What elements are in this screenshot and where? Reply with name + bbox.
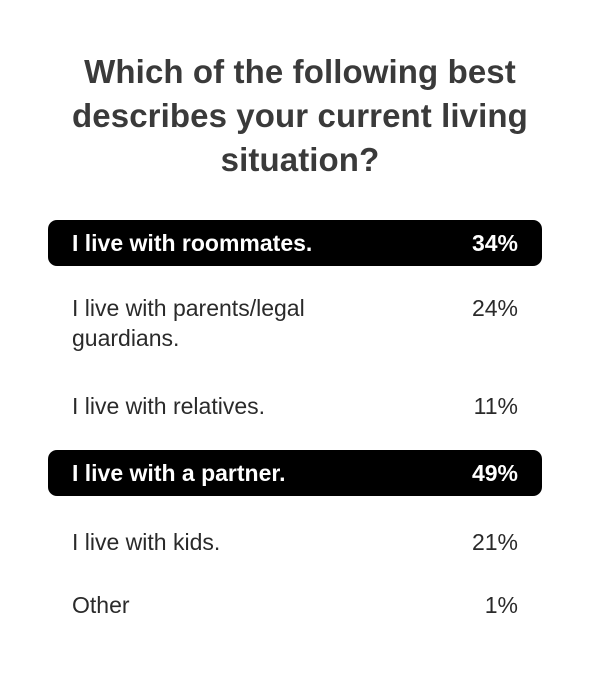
poll-option-other[interactable]: Other 1% — [48, 590, 542, 620]
option-label: Other — [72, 592, 130, 618]
option-percent: 49% — [471, 460, 518, 486]
poll-option-kids[interactable]: I live with kids. 21% — [48, 527, 542, 557]
option-percent: 34% — [471, 230, 518, 256]
poll-option-relatives[interactable]: I live with relatives. 11% — [48, 391, 542, 421]
option-label: I live with a partner. — [72, 460, 286, 486]
option-label: I live with relatives. — [72, 393, 266, 419]
option-percent: 21% — [471, 529, 518, 555]
option-percent: 1% — [484, 592, 518, 618]
option-percent: 24% — [471, 295, 518, 321]
option-label: I live with roommates. — [72, 230, 313, 256]
option-label: I live with parents/legal guardians. — [72, 295, 305, 351]
poll-option-partner[interactable]: I live with a partner. 49% — [48, 450, 542, 496]
poll-option-roommates[interactable]: I live with roommates. 34% — [48, 220, 542, 266]
poll-option-parents-legal-guardians[interactable]: I live with parents/legal guardians. 24% — [48, 293, 542, 353]
option-percent: 11% — [473, 393, 518, 419]
option-label: I live with kids. — [72, 529, 221, 555]
poll-question: Which of the following best describes yo… — [72, 53, 528, 178]
